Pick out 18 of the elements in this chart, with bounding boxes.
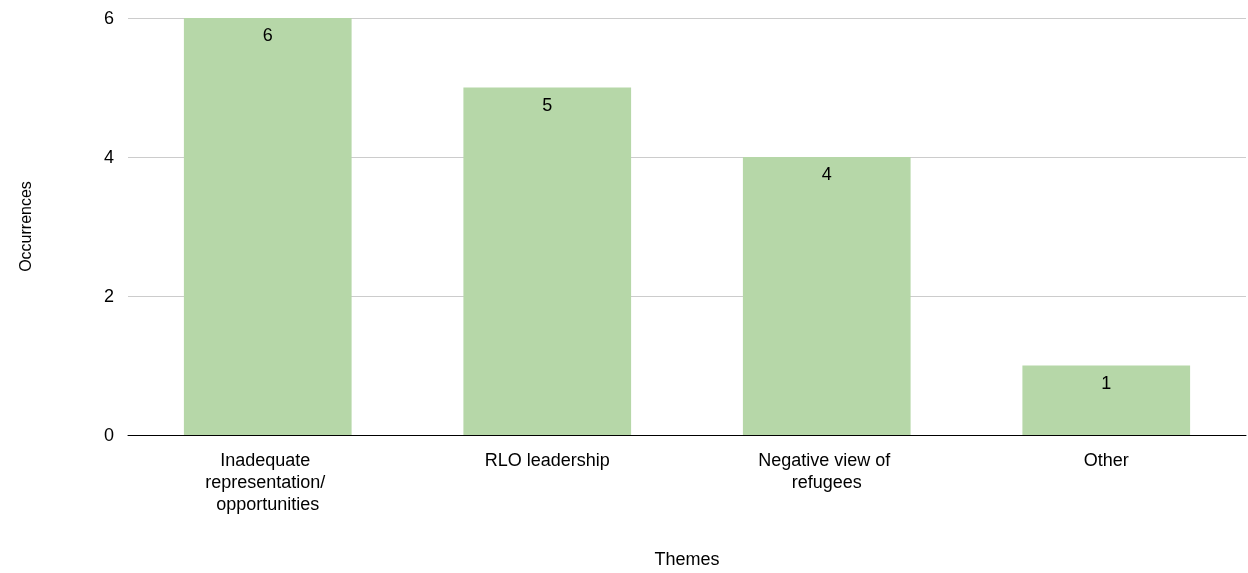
x-tick-label: RLO leadership [484,450,610,470]
y-tick-label: 0 [103,425,114,445]
x-axis-title: Themes [654,549,720,569]
x-tick-label: Negative view of refugees [758,450,896,492]
x-tick-label: Other [1083,450,1129,470]
data-label: 4 [821,164,832,184]
bar [463,87,632,435]
y-tick-label: 2 [103,286,114,306]
x-tick-label: Inadequate representation/ opportunities [205,450,331,514]
y-tick-label: 4 [103,147,114,167]
y-tick-label: 6 [103,8,114,28]
data-label: 1 [1101,372,1112,393]
bar [183,18,352,435]
data-label: 6 [262,25,273,45]
y-axis-title: Occurrences [16,181,34,272]
data-label: 5 [542,94,553,115]
bar [742,157,911,435]
bar [1022,365,1191,435]
